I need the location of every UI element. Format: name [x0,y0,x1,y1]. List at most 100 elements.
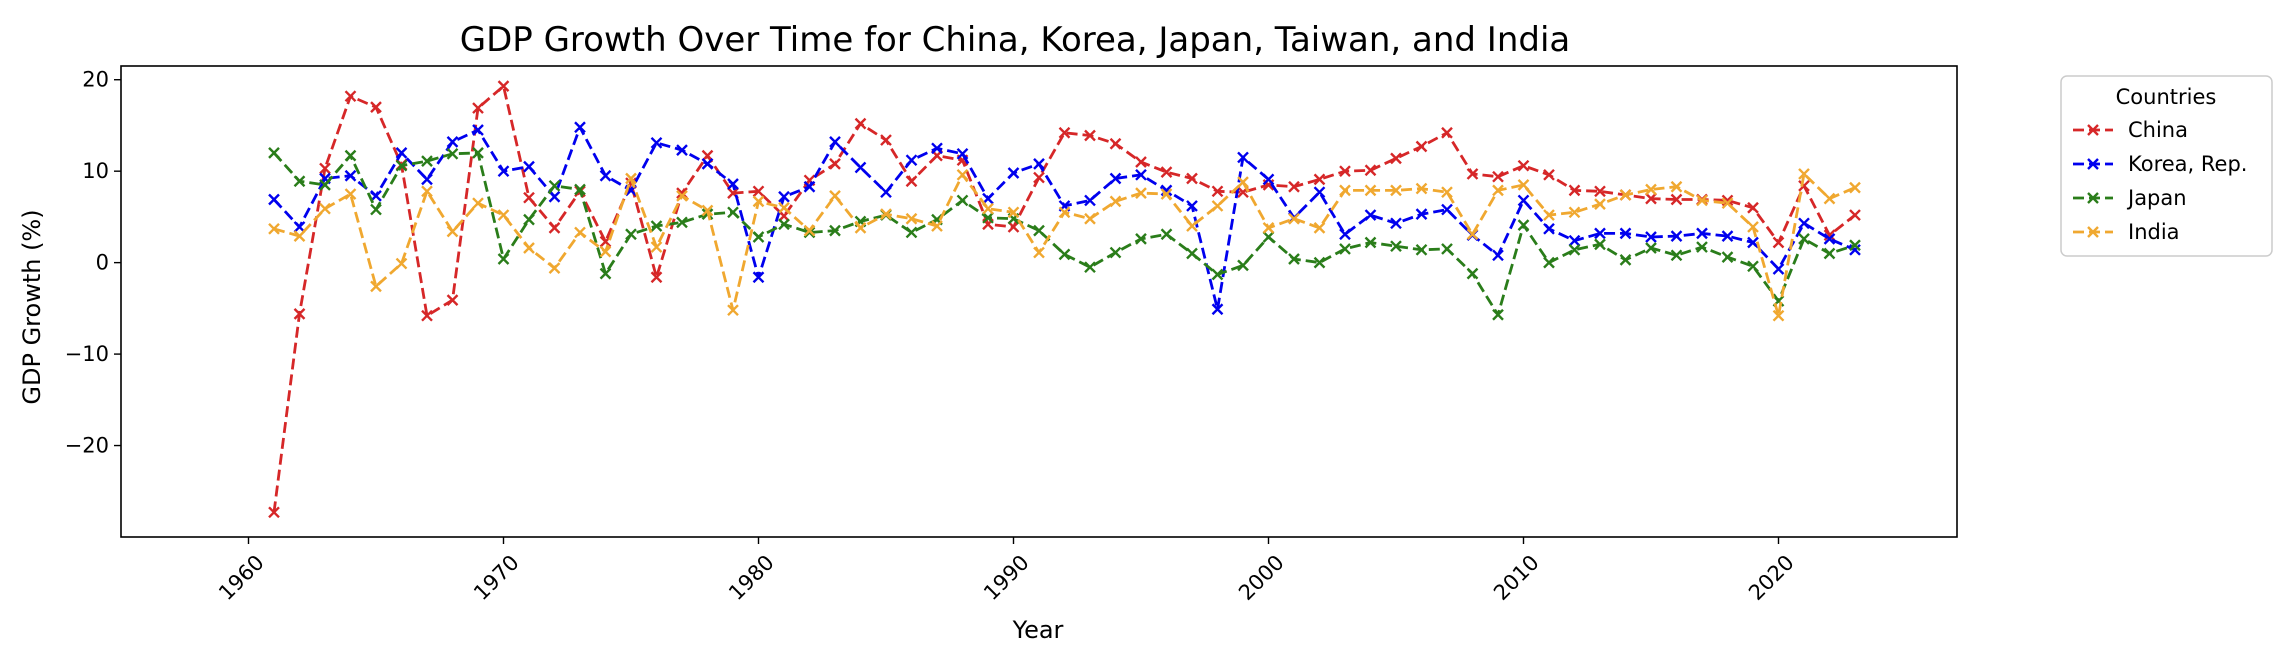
data-point [854,222,867,234]
data-point [1492,184,1504,197]
data-point [880,134,892,146]
data-point [395,257,408,270]
data-point [1747,236,1759,249]
data-point [650,136,663,149]
data-point [1415,182,1428,195]
data-point [625,228,637,241]
data-point [1543,209,1555,221]
data-point [650,271,663,284]
data-point [829,190,841,202]
data-point [1441,126,1453,139]
legend-label: India [2128,220,2180,244]
data-point [1186,247,1198,260]
data-point [1339,184,1351,197]
chart-title: GDP Growth Over Time for China, Korea, J… [460,20,1571,60]
data-point [1007,206,1020,219]
data-point [931,142,943,155]
data-point [472,197,484,210]
legend-marker [2087,158,2099,170]
data-point [854,117,867,130]
data-point [1517,194,1530,207]
data-point [956,194,969,207]
data-point [1390,217,1402,230]
legend-title: Countries [2116,85,2217,109]
x-tick-label: 2010 [1489,550,1544,605]
legend-box [2060,75,2273,257]
data-point [1721,230,1734,242]
data-point [446,147,459,160]
data-point [880,186,892,199]
data-point [1237,151,1249,164]
data-point [1721,251,1734,263]
data-point [574,121,586,134]
data-point [1033,171,1045,184]
data-point [778,218,790,231]
legend-item-korea-rep: Korea, Rep. [2073,152,2247,176]
data-point [1313,222,1326,234]
data-point [1823,192,1836,205]
data-point [1211,268,1224,281]
data-point [1517,179,1530,191]
data-point [1645,183,1657,196]
data-point [421,155,433,167]
data-point [1492,249,1504,262]
data-point [1390,152,1402,165]
data-point [1747,221,1759,233]
data-point [344,169,357,182]
data-point [1568,184,1581,197]
data-point [523,160,535,173]
data-point [880,208,892,221]
data-point [599,245,612,258]
x-axis-label: Year [1012,616,1064,644]
data-point [1160,166,1173,178]
axes: 1960 1970 1980 1990 2000 2010 2020 −20 −10 0 10 20 [65,65,1958,605]
legend-item-india: India [2073,220,2180,244]
data-point [778,201,790,214]
data-point [1645,192,1657,205]
data-point [1798,179,1810,192]
data-point [1441,186,1453,199]
data-point [1721,197,1734,210]
data-point [268,506,280,519]
data-point [599,169,612,182]
data-point [1033,246,1045,259]
y-axis-label: GDP Growth (%) [18,209,46,404]
data-point [1084,261,1096,274]
data-point [1670,193,1683,206]
data-point [905,212,918,225]
data-point [1823,229,1836,242]
data-point [1084,129,1096,142]
data-point [1058,206,1071,219]
data-point [1186,220,1198,232]
data-point [370,190,382,202]
data-point [1441,203,1453,216]
data-point [446,294,459,306]
data-point [1568,234,1581,247]
data-point [1084,212,1096,225]
data-point [1211,185,1224,198]
data-point [1543,222,1555,235]
data-point [1696,241,1708,253]
data-point [574,226,586,239]
data-point [1823,233,1836,245]
data-point [829,158,841,170]
data-point [395,159,408,172]
data-point [344,90,357,103]
data-point [1543,168,1555,181]
data-point [625,172,637,185]
data-point [1798,233,1810,245]
x-tick-label: 1960 [214,550,269,605]
data-point [1441,243,1453,255]
data-point [1772,309,1785,322]
data-point [1543,256,1555,269]
data-point [905,154,918,167]
data-point [1619,189,1632,201]
data-point [1670,249,1683,262]
data-point [293,221,306,233]
data-point [497,80,510,92]
data-point [1237,259,1249,272]
data-point [1109,195,1122,208]
data-point [421,309,433,322]
data-point [905,175,918,188]
data-point [344,188,357,200]
